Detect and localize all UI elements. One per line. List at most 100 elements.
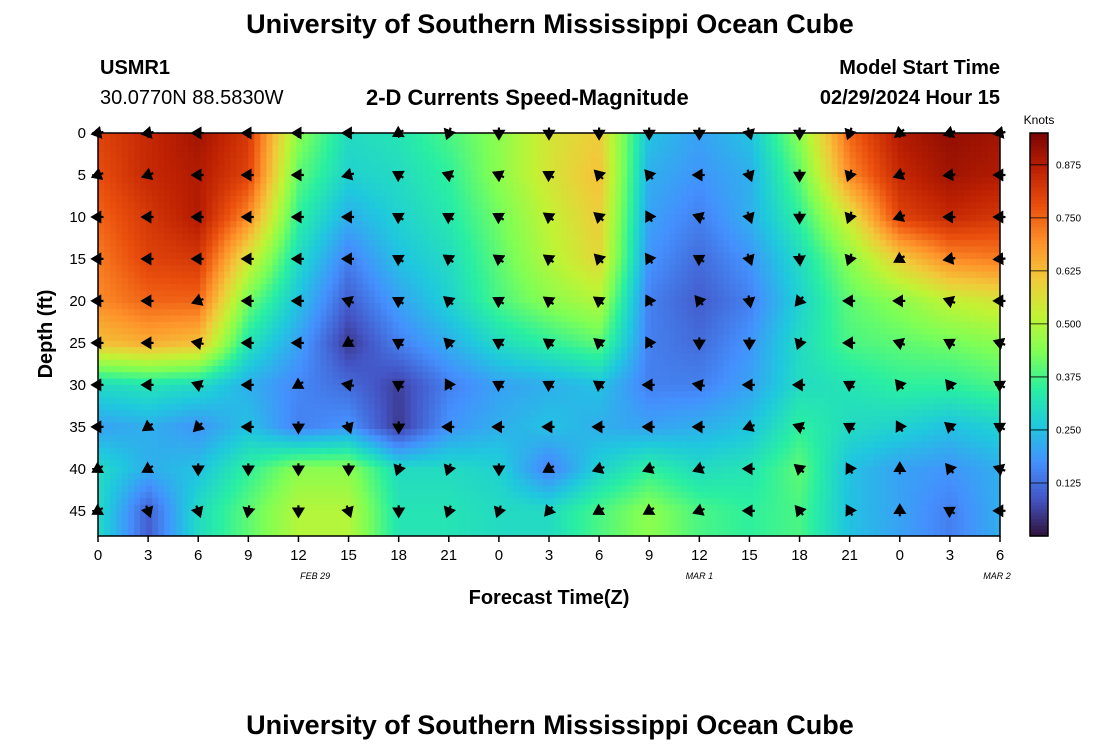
heatmap-cell (116, 208, 123, 216)
heatmap-cell (386, 227, 394, 235)
heatmap-cell (789, 202, 797, 210)
heatmap-cell (903, 240, 911, 247)
heatmap-cell (296, 202, 304, 210)
heatmap-cell (416, 328, 424, 336)
heatmap-cell (711, 290, 718, 298)
heatmap-cell (801, 139, 809, 147)
heatmap-cell (807, 252, 815, 260)
heatmap-cell (969, 177, 977, 184)
heatmap-cell (963, 227, 971, 235)
heatmap-cell (470, 145, 478, 153)
heatmap-cell (975, 214, 983, 222)
heatmap-cell (903, 214, 911, 222)
heatmap-cell (410, 328, 418, 336)
heatmap-cell (819, 189, 827, 197)
heatmap-cell (452, 252, 460, 260)
heatmap-cell (272, 195, 279, 203)
heatmap-cell (242, 164, 249, 172)
heatmap-cell (182, 189, 189, 197)
heatmap-cell (458, 284, 466, 292)
heatmap-cell (549, 183, 556, 191)
heatmap-cell (927, 233, 935, 241)
heatmap-cell (140, 164, 147, 172)
heatmap-cell (591, 133, 598, 140)
heatmap-cell (933, 296, 941, 304)
heatmap-cell (717, 208, 724, 216)
heatmap-cell (224, 258, 231, 266)
heatmap-cell (741, 227, 749, 235)
heatmap-cell (356, 240, 364, 247)
heatmap-cell (224, 340, 231, 348)
heatmap-cell (452, 164, 460, 172)
heatmap-cell (344, 246, 352, 254)
heatmap-cell (831, 202, 839, 210)
heatmap-cell (669, 139, 676, 147)
heatmap-cell (855, 202, 863, 210)
heatmap-cell (669, 133, 676, 140)
heatmap-cell (194, 139, 201, 147)
heatmap-cell (254, 208, 261, 216)
heatmap-cell (368, 145, 376, 153)
heatmap-cell (314, 183, 322, 191)
heatmap-cell (807, 284, 815, 292)
heatmap-cell (164, 139, 171, 147)
heatmap-cell (837, 208, 845, 216)
heatmap-cell (759, 139, 767, 147)
heatmap-cell (711, 214, 718, 222)
heatmap-cell (374, 233, 382, 241)
heatmap-cell (350, 189, 358, 197)
heatmap-cell (621, 252, 628, 260)
heatmap-cell (831, 284, 839, 292)
heatmap-cell (428, 227, 436, 235)
heatmap-cell (981, 158, 989, 166)
heatmap-cell (242, 321, 249, 329)
heatmap-cell (236, 340, 243, 348)
heatmap-cell (801, 303, 809, 310)
heatmap-cell (579, 303, 586, 310)
heatmap-cell (819, 195, 827, 203)
heatmap-cell (272, 321, 279, 329)
heatmap-cell (867, 227, 875, 235)
heatmap-cell (542, 271, 550, 279)
heatmap-cell (627, 296, 634, 304)
heatmap-cell (200, 271, 207, 279)
heatmap-cell (434, 202, 442, 210)
heatmap-cell (368, 252, 376, 260)
heatmap-cell (819, 277, 827, 285)
heatmap-cell (963, 321, 971, 329)
heatmap-cell (759, 221, 767, 229)
heatmap-cell (458, 290, 466, 298)
heatmap-cell (981, 296, 989, 304)
heatmap-cell (555, 208, 562, 216)
heatmap-cell (308, 177, 316, 184)
heatmap-cell (855, 309, 863, 317)
heatmap-cell (278, 340, 286, 348)
heatmap-cell (524, 221, 532, 229)
heatmap-cell (512, 277, 520, 285)
heatmap-cell (867, 195, 875, 203)
heatmap-cell (170, 328, 177, 336)
heatmap-cell (693, 321, 700, 329)
heatmap-cell (993, 309, 1000, 317)
heatmap-cell (146, 303, 153, 310)
heatmap-cell (362, 195, 370, 203)
heatmap-cell (825, 284, 833, 292)
heatmap-cell (993, 284, 1000, 292)
heatmap-cell (963, 214, 971, 222)
heatmap-cell (777, 265, 785, 273)
heatmap-cell (464, 258, 472, 266)
heatmap-cell (476, 290, 484, 298)
heatmap-cell (134, 133, 141, 140)
heatmap-cell (404, 252, 412, 260)
heatmap-cell (771, 240, 779, 247)
heatmap-cell (627, 246, 634, 254)
heatmap-cell (711, 170, 718, 178)
heatmap-cell (777, 233, 785, 241)
heatmap-cell (621, 309, 628, 317)
heatmap-cell (224, 139, 231, 147)
heatmap-cell (717, 133, 724, 140)
heatmap-cell (909, 177, 917, 184)
heatmap-cell (873, 296, 881, 304)
heatmap-cell (104, 240, 111, 247)
heatmap-cell (657, 309, 664, 317)
